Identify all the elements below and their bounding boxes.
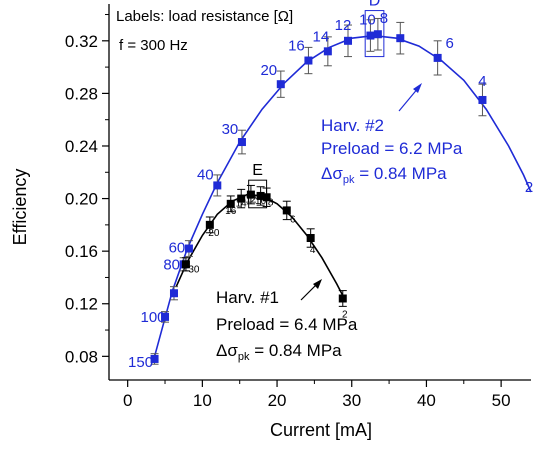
point-label: 60	[169, 240, 186, 257]
labels-note: Labels: load resistance [Ω]	[116, 8, 293, 25]
x-tick-label: 30	[342, 391, 361, 410]
y-tick-label: 0.16	[65, 242, 98, 261]
x-axis-title: Current [mA]	[270, 420, 372, 440]
data-point-series-2	[338, 294, 347, 303]
harv2-preload: Preload = 6.2 MPa	[321, 139, 463, 158]
axes: 0 10 20 30 40 50 0.08 0.12 0.16 0.20 0.24 0.28 0.32	[65, 4, 531, 410]
y-tick-label: 0.20	[65, 190, 98, 209]
data-point-series-1	[396, 34, 405, 43]
data-point-series-1	[169, 289, 178, 298]
point-label: 10	[255, 196, 267, 207]
x-tick-label: 0	[123, 391, 132, 410]
data-point-series-2	[237, 194, 246, 203]
harv2-title: Harv. #2	[321, 116, 384, 135]
point-label: 80	[163, 256, 180, 273]
harv2-sigma-sub: pk	[343, 174, 355, 186]
data-point-series-2	[246, 190, 255, 199]
data-point-series-1	[373, 30, 382, 39]
frequency-note: f = 300 Hz	[119, 37, 188, 54]
data-point-series-2	[205, 220, 214, 229]
harv2-sigma-symbol: Δσ	[321, 164, 343, 183]
x-tick-label: 20	[268, 391, 287, 410]
data-point-series-1	[184, 244, 193, 253]
point-label: 30	[222, 121, 239, 138]
point-label: 6	[290, 214, 296, 225]
x-tick-label: 10	[193, 391, 212, 410]
callout-label: E	[252, 162, 263, 179]
point-label: 20	[260, 62, 277, 79]
callout-boxes: DE	[248, 0, 385, 209]
data-point-series-1	[366, 31, 375, 40]
data-point-series-1	[213, 181, 222, 190]
callout-box	[364, 10, 385, 58]
point-label: 12	[245, 195, 257, 206]
point-label: 6	[445, 35, 453, 52]
callout-box	[248, 179, 268, 209]
x-tick-label: 50	[492, 391, 511, 410]
point-label: 4	[310, 245, 316, 256]
harv2-sigma-value: = 0.84 MPa	[354, 164, 447, 183]
y-tick-label: 0.24	[65, 137, 98, 156]
data-point-series-2	[282, 206, 291, 215]
y-tick-label: 0.28	[65, 84, 98, 103]
point-label: 16	[225, 206, 237, 217]
point-label: 2	[525, 179, 533, 196]
harv2-arrow	[398, 83, 422, 112]
data-point-series-1	[150, 354, 159, 363]
point-label: 14	[312, 28, 329, 45]
harv1-sigma-symbol: Δσ	[216, 341, 238, 360]
harv1-sigma-value: = 0.84 MPa	[249, 341, 342, 360]
harv1-sigma: Δσpk = 0.84 MPa	[216, 341, 342, 363]
harv1-sigma-sub: pk	[238, 351, 250, 363]
data-point-series-2	[226, 199, 235, 208]
data-point-series-1	[433, 53, 442, 62]
data-point-series-1	[344, 36, 353, 45]
point-label: 12	[335, 17, 352, 34]
point-label: 150	[128, 354, 153, 371]
point-label: 16	[288, 38, 305, 55]
point-label: 100	[141, 309, 166, 326]
point-label: 8	[268, 197, 274, 208]
y-axis-title: Efficiency	[10, 169, 30, 246]
callout-label: D	[369, 0, 381, 10]
point-label: 30	[188, 264, 200, 275]
data-point-series-1	[478, 95, 487, 104]
point-label: 14	[236, 199, 248, 210]
data-point-series-2	[306, 234, 315, 243]
data-point-series-1	[323, 47, 332, 56]
harv1-arrow	[300, 279, 322, 301]
data-point-series-1	[161, 312, 170, 321]
data-point-series-2	[256, 191, 265, 200]
harv1-title: Harv. #1	[216, 288, 279, 307]
point-label: 4	[478, 73, 486, 90]
point-label: 40	[197, 166, 214, 183]
point-label: 10	[359, 12, 376, 29]
x-tick-label: 40	[417, 391, 436, 410]
point-label: 2	[342, 309, 348, 320]
harv1-preload: Preload = 6.4 MPa	[216, 315, 358, 334]
data-point-series-1	[304, 56, 313, 65]
data-point-series-1	[237, 138, 246, 147]
harv2-sigma: Δσpk = 0.84 MPa	[321, 164, 447, 186]
y-tick-label: 0.12	[65, 295, 98, 314]
y-tick-label: 0.32	[65, 32, 98, 51]
data-point-series-1	[276, 80, 285, 89]
data-point-series-2	[181, 260, 190, 269]
point-label: 20	[208, 228, 220, 239]
y-tick-label: 0.08	[65, 347, 98, 366]
